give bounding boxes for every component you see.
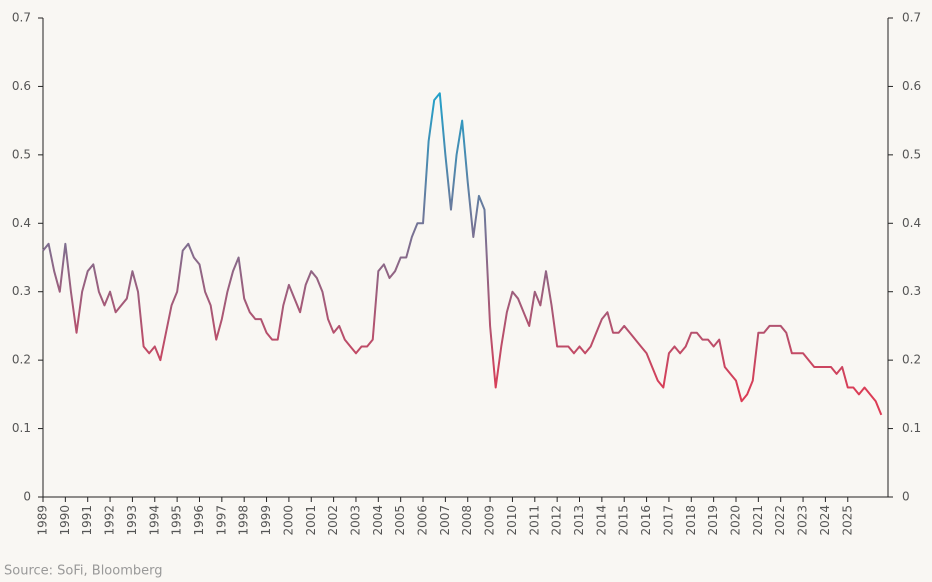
x-tick-label: 1989: [36, 505, 50, 536]
x-tick-label: 1990: [58, 505, 72, 536]
data-line: [42, 92, 883, 416]
x-tick-label: 2016: [639, 505, 653, 536]
x-tick-label: 2017: [661, 505, 675, 536]
y2-tick-label: 0.5: [902, 147, 921, 161]
x-tick-label: 2010: [505, 505, 519, 536]
x-tick-label: 2004: [371, 505, 385, 536]
x-tick-label: 1997: [214, 505, 228, 536]
y-tick-label: 0.7: [12, 11, 31, 25]
x-tick-label: 2007: [438, 505, 452, 536]
x-tick-label: 1998: [237, 505, 251, 536]
x-tick-label: 1995: [170, 505, 184, 536]
x-tick-label: 1994: [147, 505, 161, 536]
x-tick-label: 2013: [572, 505, 586, 536]
x-tick-label: 2018: [684, 505, 698, 536]
x-tick-label: 2024: [818, 505, 832, 536]
x-tick-label: 1991: [80, 505, 94, 536]
x-tick-label: 2012: [550, 505, 564, 536]
x-tick-label: 2002: [326, 505, 340, 536]
y2-tick-label: 0.7: [902, 11, 921, 25]
x-tick-label: 2011: [527, 505, 541, 536]
y2-tick-label: 0.6: [902, 79, 921, 93]
x-tick-label: 2014: [594, 505, 608, 536]
x-tick-label: 2005: [393, 505, 407, 536]
x-tick-label: 2009: [483, 505, 497, 536]
x-tick-label: 2001: [304, 505, 318, 536]
x-tick-label: 2019: [706, 505, 720, 536]
y2-tick-label: 0.3: [902, 284, 921, 298]
x-tick-label: 2015: [617, 505, 631, 536]
y2-tick-label: 0.1: [902, 421, 921, 435]
x-tick-label: 1996: [192, 505, 206, 536]
x-tick-label: 2006: [416, 505, 430, 536]
x-tick-label: 2025: [840, 505, 854, 536]
x-tick-label: 2008: [460, 505, 474, 536]
x-tick-label: 1992: [103, 505, 117, 536]
y2-tick-label: 0: [902, 490, 910, 504]
x-tick-label: 1999: [259, 505, 273, 536]
y-tick-label: 0.4: [12, 216, 31, 230]
x-tick-label: 2003: [348, 505, 362, 536]
source-note: Source: SoFi, Bloomberg: [4, 564, 163, 579]
x-tick-label: 2023: [796, 505, 810, 536]
y-tick-label: 0.3: [12, 284, 31, 298]
y-tick-label: 0.5: [12, 147, 31, 161]
y-tick-label: 0.2: [12, 353, 31, 367]
y2-tick-label: 0.4: [902, 216, 921, 230]
y-tick-label: 0.6: [12, 79, 31, 93]
y-tick-label: 0.1: [12, 421, 31, 435]
x-tick-label: 2022: [773, 505, 787, 536]
x-tick-label: 2020: [728, 505, 742, 536]
x-tick-label: 2000: [281, 505, 295, 536]
x-tick-label: 1993: [125, 505, 139, 536]
x-tick-label: 2021: [751, 505, 765, 536]
y-tick-label: 0: [23, 490, 31, 504]
y2-tick-label: 0.2: [902, 353, 921, 367]
